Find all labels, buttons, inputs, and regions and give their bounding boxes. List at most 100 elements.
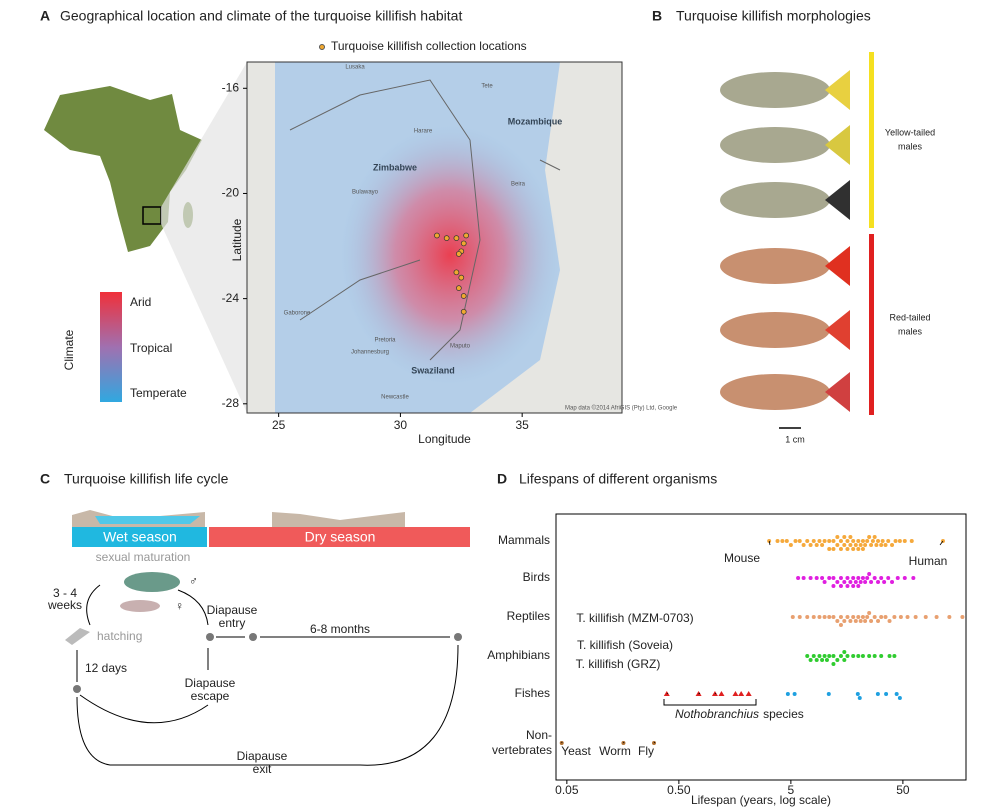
sex-symbol: ♂ bbox=[189, 574, 198, 588]
fish-body bbox=[720, 374, 830, 410]
data-point bbox=[860, 576, 865, 580]
data-point bbox=[867, 611, 872, 615]
map-label: Harare bbox=[414, 129, 433, 135]
panel-title: Turquoise killifish morphologies bbox=[676, 8, 871, 24]
collection-point bbox=[453, 235, 460, 242]
data-point bbox=[867, 654, 872, 658]
data-point bbox=[848, 619, 853, 623]
data-point bbox=[805, 615, 810, 619]
data-point bbox=[797, 615, 802, 619]
stage-label: Diapause bbox=[185, 676, 236, 690]
panel-letter: C bbox=[40, 471, 50, 487]
data-point bbox=[851, 576, 856, 580]
collection-point bbox=[458, 274, 465, 281]
data-point bbox=[827, 615, 832, 619]
data-point bbox=[831, 654, 836, 658]
x-axis-label: Lifespan (years, log scale) bbox=[691, 793, 831, 807]
duration-label: 6-8 months bbox=[310, 622, 370, 636]
data-point bbox=[831, 584, 836, 588]
data-point bbox=[856, 654, 861, 658]
data-point bbox=[842, 619, 847, 623]
data-point bbox=[838, 539, 843, 543]
data-point bbox=[808, 576, 813, 580]
fish-tail bbox=[825, 310, 850, 350]
data-point bbox=[865, 615, 870, 619]
map-label: Johannesburg bbox=[351, 350, 389, 356]
data-point bbox=[887, 619, 892, 623]
plot-frame bbox=[555, 513, 967, 781]
point-label: T. killifish (GRZ) bbox=[576, 657, 661, 671]
data-point bbox=[913, 615, 918, 619]
data-point bbox=[845, 576, 850, 580]
wet-season bbox=[72, 527, 207, 547]
panel-title: Turquoise killifish life cycle bbox=[64, 471, 229, 487]
data-point bbox=[865, 539, 870, 543]
data-point bbox=[831, 539, 836, 543]
zoom-wedge bbox=[161, 62, 247, 413]
data-point bbox=[835, 619, 840, 623]
data-point bbox=[842, 650, 847, 654]
data-point bbox=[845, 539, 850, 543]
data-point bbox=[858, 619, 863, 623]
data-point bbox=[835, 535, 840, 539]
x-tick-label: 30 bbox=[394, 418, 408, 432]
data-point bbox=[817, 539, 822, 543]
fish-tail bbox=[825, 125, 850, 165]
data-point bbox=[855, 692, 860, 696]
data-point bbox=[869, 543, 874, 547]
data-point bbox=[814, 543, 819, 547]
data-point bbox=[867, 535, 872, 539]
data-point bbox=[827, 576, 832, 580]
data-point bbox=[860, 654, 865, 658]
data-point bbox=[811, 539, 816, 543]
x-tick-label: 50 bbox=[896, 783, 910, 797]
point-label: Mouse bbox=[724, 551, 760, 565]
data-point bbox=[879, 654, 884, 658]
climate-label: Climate bbox=[62, 329, 76, 370]
data-point bbox=[718, 691, 725, 696]
group-label-rest: species bbox=[763, 707, 804, 721]
category-label: Reptiles bbox=[506, 609, 550, 623]
data-point bbox=[870, 539, 875, 543]
data-point bbox=[872, 615, 877, 619]
data-point bbox=[808, 543, 813, 547]
point-label: Fly bbox=[638, 744, 654, 758]
data-point bbox=[869, 619, 874, 623]
x-tick-label: 0.50 bbox=[667, 783, 691, 797]
data-point bbox=[826, 692, 831, 696]
data-point bbox=[780, 539, 785, 543]
data-point bbox=[851, 584, 856, 588]
data-point bbox=[856, 539, 861, 543]
data-point bbox=[883, 615, 888, 619]
data-point bbox=[886, 539, 891, 543]
data-point bbox=[882, 580, 887, 584]
map-label: Tete bbox=[481, 84, 493, 90]
data-point bbox=[814, 576, 819, 580]
data-point bbox=[801, 576, 806, 580]
data-point bbox=[842, 580, 847, 584]
collection-point bbox=[460, 240, 467, 247]
duration-label: weeks bbox=[47, 598, 82, 612]
fish-tail bbox=[825, 180, 850, 220]
data-point bbox=[853, 543, 858, 547]
group-label: males bbox=[898, 326, 923, 336]
data-point bbox=[860, 547, 865, 551]
data-point bbox=[822, 539, 827, 543]
data-point bbox=[876, 539, 881, 543]
collection-point bbox=[463, 232, 470, 239]
stage-label: hatching bbox=[97, 629, 142, 643]
fish-body bbox=[720, 248, 830, 284]
map-label: Swaziland bbox=[411, 365, 455, 375]
fry bbox=[65, 628, 90, 645]
data-point bbox=[848, 580, 853, 584]
season-label: Dry season bbox=[305, 529, 376, 545]
y-tick-label: -28 bbox=[222, 396, 240, 410]
label-pointer bbox=[623, 741, 625, 744]
data-point bbox=[835, 580, 840, 584]
data-point bbox=[820, 543, 825, 547]
data-point bbox=[817, 615, 822, 619]
map-label: Pretoria bbox=[374, 338, 396, 344]
data-point bbox=[960, 615, 965, 619]
data-point bbox=[808, 658, 813, 662]
data-point bbox=[887, 654, 892, 658]
